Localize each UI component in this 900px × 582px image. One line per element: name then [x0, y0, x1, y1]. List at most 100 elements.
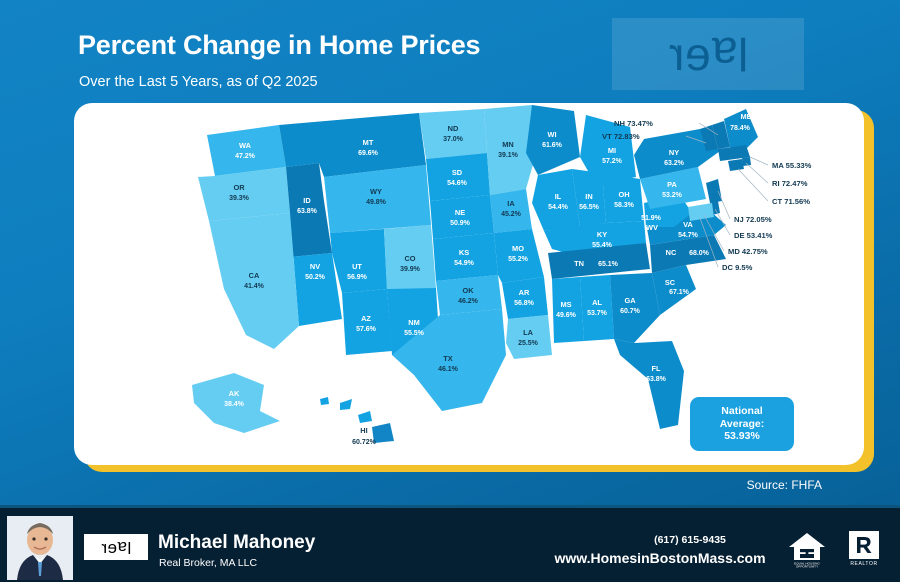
state-NJ[interactable]: [706, 179, 722, 203]
svg-text:NM: NM: [408, 318, 420, 327]
svg-text:54.9%: 54.9%: [454, 260, 475, 267]
svg-text:AK: AK: [229, 389, 240, 398]
svg-text:AZ: AZ: [361, 314, 371, 323]
svg-text:TN: TN: [574, 259, 584, 268]
svg-text:61.6%: 61.6%: [542, 142, 563, 149]
svg-text:55.2%: 55.2%: [508, 256, 529, 263]
state-AR[interactable]: [502, 277, 548, 319]
svg-text:58.3%: 58.3%: [614, 202, 635, 209]
svg-text:PA: PA: [667, 180, 677, 189]
state-OR[interactable]: [198, 167, 290, 221]
state-ND[interactable]: [419, 109, 487, 159]
state-SC[interactable]: [652, 265, 696, 315]
state-TX[interactable]: [392, 309, 506, 411]
state-CA[interactable]: [209, 213, 299, 349]
state-PA[interactable]: [640, 167, 706, 209]
state-CO[interactable]: [384, 225, 436, 292]
svg-text:37.0%: 37.0%: [443, 136, 464, 143]
state-FL[interactable]: [614, 339, 684, 429]
svg-text:51.9%: 51.9%: [641, 215, 662, 222]
state-WY[interactable]: [324, 165, 431, 233]
state-LA[interactable]: [506, 315, 552, 359]
agent-website[interactable]: www.HomesinBostonMass.com: [554, 550, 766, 566]
svg-text:LA: LA: [523, 328, 534, 337]
state-MD[interactable]: [688, 203, 714, 221]
svg-text:47.2%: 47.2%: [235, 153, 256, 160]
svg-text:67.1%: 67.1%: [669, 289, 690, 296]
state-NH[interactable]: [712, 121, 730, 149]
real-logo-mark: real: [667, 28, 749, 80]
state-IN[interactable]: [572, 169, 606, 227]
svg-text:50.9%: 50.9%: [450, 220, 471, 227]
state-MI[interactable]: [580, 115, 636, 185]
national-average-label-2: Average:: [719, 417, 765, 430]
state-CT[interactable]: [728, 159, 744, 171]
agent-headshot: [7, 516, 73, 580]
state-DC[interactable]: [696, 213, 702, 219]
state-GA[interactable]: [610, 273, 660, 343]
state-OK[interactable]: [436, 275, 502, 315]
state-MT[interactable]: [279, 113, 426, 177]
svg-text:IN: IN: [585, 192, 592, 201]
callout-MD: MD 42.75%: [728, 247, 768, 256]
svg-text:EQUAL HOUSING: EQUAL HOUSING: [794, 562, 820, 566]
svg-text:CO: CO: [404, 254, 415, 263]
svg-text:NE: NE: [455, 208, 465, 217]
svg-text:GA: GA: [624, 296, 636, 305]
svg-text:REALTOR: REALTOR: [850, 561, 877, 567]
svg-text:39.3%: 39.3%: [229, 195, 250, 202]
state-TN[interactable]: [548, 243, 650, 279]
state-MN[interactable]: [484, 105, 538, 195]
svg-text:55.5%: 55.5%: [404, 330, 425, 337]
svg-text:WV: WV: [646, 223, 658, 232]
state-ME[interactable]: [724, 109, 758, 155]
callout-CT: CT 71.56%: [772, 197, 810, 206]
svg-text:54.4%: 54.4%: [548, 204, 569, 211]
state-SD[interactable]: [426, 153, 490, 201]
state-NE[interactable]: [430, 195, 494, 239]
state-MS[interactable]: [552, 277, 584, 343]
real-logo-mark-footer: real: [100, 537, 132, 557]
state-VT[interactable]: [700, 125, 718, 151]
state-AK[interactable]: [192, 373, 280, 433]
svg-text:HI: HI: [360, 426, 367, 435]
state-WA[interactable]: [207, 125, 286, 176]
svg-text:ND: ND: [448, 124, 459, 133]
state-NC[interactable]: [650, 235, 726, 273]
agent-phone[interactable]: (617) 615-9435: [654, 534, 726, 546]
svg-text:MI: MI: [608, 146, 616, 155]
state-RI[interactable]: [742, 157, 751, 166]
svg-text:49.6%: 49.6%: [556, 312, 577, 319]
svg-text:56.9%: 56.9%: [347, 274, 368, 281]
callout-MA: MA 55.33%: [772, 161, 812, 170]
state-AZ[interactable]: [342, 289, 392, 355]
state-HI[interactable]: [320, 397, 394, 443]
svg-text:IL: IL: [555, 192, 562, 201]
agent-brokerage: Real Broker, MA LLC: [159, 557, 258, 569]
svg-text:ME: ME: [740, 112, 751, 121]
svg-text:ID: ID: [303, 196, 311, 205]
state-NY[interactable]: [634, 129, 720, 179]
state-MO[interactable]: [494, 229, 544, 283]
svg-text:69.6%: 69.6%: [358, 150, 379, 157]
svg-text:63.8%: 63.8%: [297, 208, 318, 215]
state-ID[interactable]: [286, 163, 332, 257]
svg-text:65.1%: 65.1%: [598, 261, 619, 268]
state-OH[interactable]: [602, 173, 644, 223]
svg-text:NV: NV: [310, 262, 320, 271]
svg-text:WA: WA: [239, 141, 252, 150]
state-MA[interactable]: [718, 145, 750, 161]
headshot-illustration: [7, 516, 73, 580]
national-average-badge: National Average: 53.93%: [690, 397, 794, 451]
state-NV[interactable]: [290, 213, 342, 326]
state-IA[interactable]: [490, 189, 532, 233]
svg-text:60.72%: 60.72%: [352, 439, 377, 446]
svg-text:NC: NC: [666, 248, 677, 257]
state-WI[interactable]: [526, 105, 580, 175]
svg-text:VA: VA: [683, 220, 693, 229]
state-KS[interactable]: [433, 233, 498, 281]
state-IL[interactable]: [532, 169, 580, 231]
state-AL[interactable]: [580, 275, 614, 341]
state-UT[interactable]: [330, 229, 387, 293]
